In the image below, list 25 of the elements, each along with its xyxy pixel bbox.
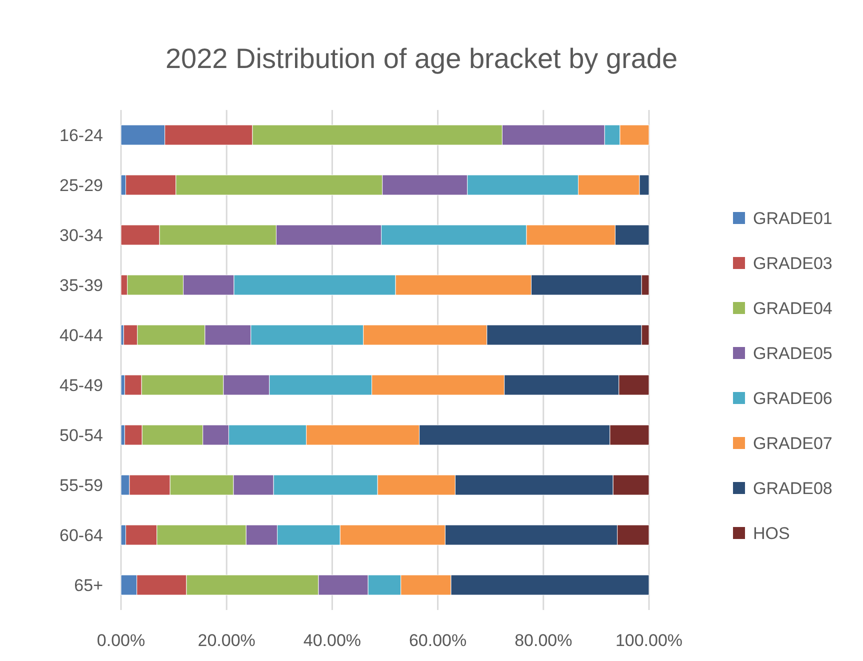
legend-label: GRADE06: [753, 388, 832, 408]
y-tick-label: 50-54: [60, 426, 103, 445]
y-tick-label: 25-29: [60, 176, 103, 195]
legend-label: GRADE08: [753, 478, 832, 498]
y-tick-label: 55-59: [60, 476, 103, 495]
x-tick-label: 20.00%: [198, 631, 256, 650]
y-tick-label: 65+: [74, 576, 104, 595]
y-tick-label: 30-34: [60, 226, 103, 245]
y-tick-label: 35-39: [60, 276, 103, 295]
legend-label: GRADE05: [753, 344, 832, 363]
legend-label: GRADE01: [753, 208, 832, 228]
x-tick-label: 60.00%: [408, 631, 467, 650]
x-tick-label: 40.00%: [303, 631, 362, 650]
x-tick-label: 0.00%: [96, 631, 146, 650]
y-tick-label: 40-44: [60, 326, 103, 345]
x-tick-label: 100.00%: [615, 631, 683, 650]
y-tick-label: 45-49: [60, 376, 103, 395]
legend-label: GRADE04: [753, 298, 832, 318]
legend-label: HOS: [753, 524, 790, 543]
x-tick-label: 80.00%: [514, 631, 572, 650]
chart-title: 2022 Distribution of age bracket by grade: [165, 43, 678, 74]
y-tick-label: 60-64: [60, 526, 103, 545]
y-tick-label: 16-24: [60, 126, 103, 145]
legend-label: GRADE03: [753, 254, 832, 273]
legend-label: GRADE07: [753, 434, 832, 453]
